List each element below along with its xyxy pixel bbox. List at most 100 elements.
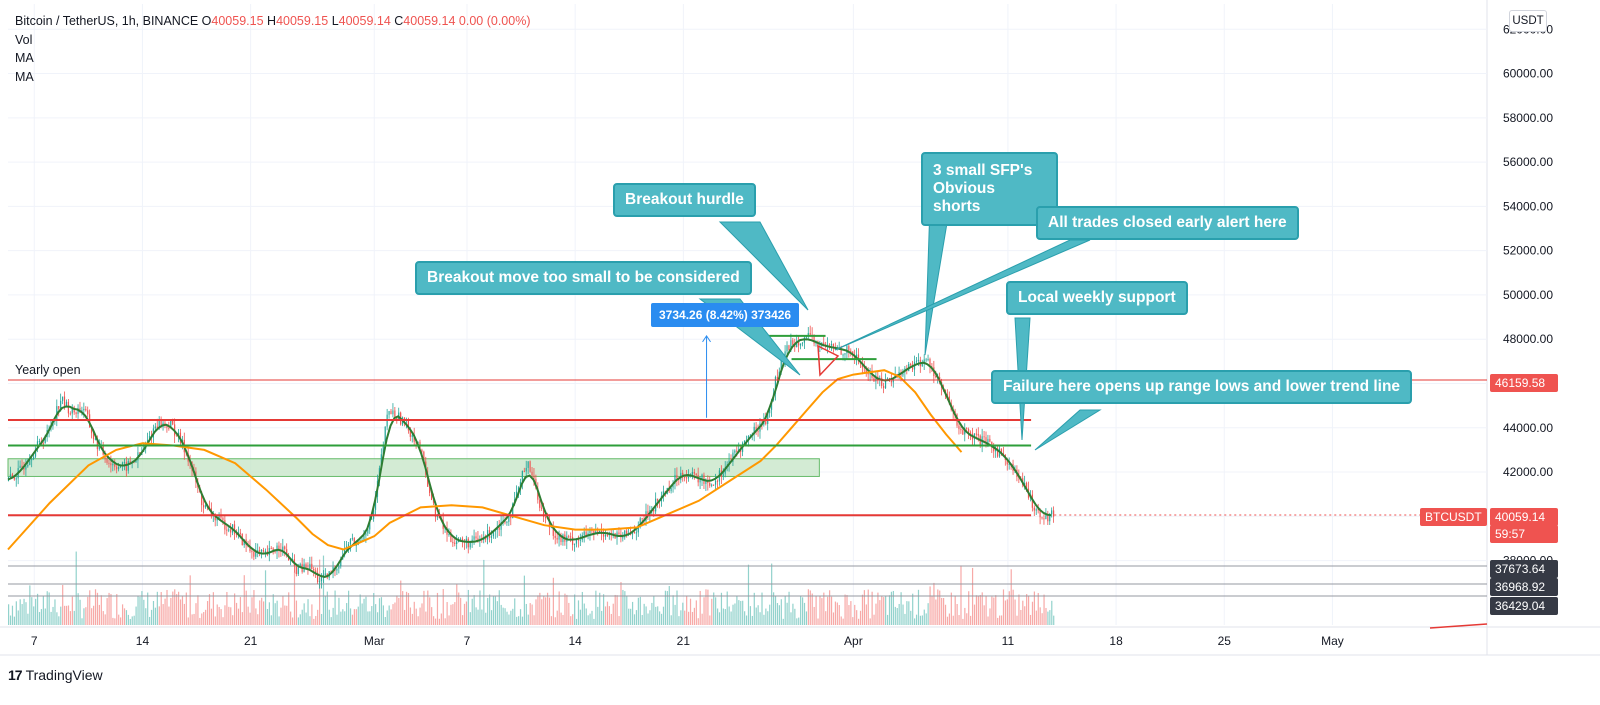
volume-bar (222, 617, 224, 625)
volume-bar (307, 599, 309, 625)
measure-label[interactable]: 3734.26 (8.42%) 373426 (651, 303, 800, 327)
candle-body (201, 492, 203, 506)
callout-trades-closed[interactable]: All trades closed early alert here (1036, 206, 1299, 240)
volume-bar (121, 604, 124, 625)
candle-body (148, 436, 151, 440)
candle-body (371, 518, 373, 520)
volume-bar (948, 613, 950, 625)
x-tick-label: 14 (569, 634, 583, 648)
volume-bar (492, 596, 495, 625)
volume-bar (892, 590, 894, 625)
volume-bar (259, 600, 261, 625)
volume-bar (295, 600, 298, 625)
candle-body (1043, 518, 1045, 520)
volume-bar (1047, 611, 1049, 625)
candle-body (222, 517, 224, 521)
candle-body (60, 400, 62, 409)
volume-bar (556, 610, 558, 625)
volume-bar (1049, 610, 1051, 625)
candle-body (38, 441, 41, 443)
volume-bar (888, 595, 891, 625)
volume-bar (645, 606, 647, 625)
volume-bar (647, 613, 649, 625)
volume-bar (46, 591, 48, 625)
volume-bar (635, 610, 638, 625)
volume-bar (701, 613, 703, 625)
callout-breakout-small[interactable]: Breakout move too small to be considered (415, 261, 752, 295)
callout-breakout-hurdle[interactable]: Breakout hurdle (613, 183, 756, 217)
volume-bar (568, 602, 570, 625)
callout-sfp-shorts[interactable]: 3 small SFP's Obvious shorts (921, 152, 1058, 226)
candle-body (685, 477, 688, 479)
volume-bar (320, 613, 323, 625)
y-tick-label: 48000.00 (1503, 332, 1553, 346)
volume-bar (786, 602, 788, 625)
callout-weekly-support[interactable]: Local weekly support (1006, 281, 1188, 315)
volume-bar (803, 602, 806, 625)
volume-bar (722, 608, 724, 625)
volume-bar (630, 608, 632, 625)
candle-body (409, 430, 411, 437)
volume-bar (77, 593, 79, 625)
yearly-open-label[interactable]: Yearly open (15, 363, 81, 377)
volume-bar (440, 613, 442, 625)
volume-bar (44, 608, 46, 625)
volume-bar (514, 598, 516, 625)
volume-bar (624, 591, 626, 625)
candle-body (396, 417, 398, 420)
volume-bar (456, 584, 458, 625)
volume-bar (73, 610, 75, 625)
indicator-ma-1[interactable]: MA (15, 51, 34, 65)
candle-body (421, 449, 423, 452)
candle-body (732, 452, 734, 462)
volume-bar (662, 606, 665, 625)
volume-bar (689, 598, 692, 625)
volume-bar (58, 616, 60, 625)
volume-bar (829, 590, 831, 625)
candle-body (571, 537, 574, 545)
x-tick-label: Mar (364, 634, 385, 648)
volume-bar (357, 606, 359, 625)
callout-failure-range[interactable]: Failure here opens up range lows and low… (991, 370, 1413, 404)
candle-body (695, 473, 697, 475)
volume-bar (334, 590, 336, 625)
volume-bar (96, 592, 99, 625)
volume-bar (1028, 595, 1030, 625)
volume-bar (676, 590, 678, 625)
symbol-title[interactable]: Bitcoin / TetherUS, 1h, BINANCE (15, 14, 199, 28)
candle-body (220, 515, 222, 518)
volume-bar (1000, 615, 1003, 625)
candle-body (753, 426, 755, 435)
candle-body (844, 353, 846, 355)
volume-bar (1043, 594, 1045, 625)
currency-button[interactable]: USDT (1509, 10, 1547, 32)
candle-body (235, 533, 238, 535)
indicator-ma-2[interactable]: MA (15, 69, 34, 84)
candle-body (701, 474, 703, 481)
volume-bar (427, 590, 429, 625)
volume-bar (475, 607, 477, 625)
volume-bar (104, 614, 106, 625)
volume-bar (716, 608, 719, 625)
volume-bar (176, 594, 178, 625)
x-tick-label: May (1321, 634, 1344, 648)
candle-body (33, 456, 35, 459)
volume-bar (313, 618, 315, 625)
candle-body (498, 527, 500, 530)
volume-bar (859, 610, 862, 625)
volume-bar (23, 598, 25, 625)
volume-bar (867, 589, 869, 625)
volume-bar (1041, 613, 1043, 625)
volume-bar (116, 594, 118, 625)
open-label: O (201, 14, 212, 28)
volume-bar (371, 606, 373, 625)
volume-bar (931, 596, 933, 625)
volume-bar (659, 611, 661, 625)
candle-body (631, 532, 634, 535)
volume-bar (1045, 607, 1047, 625)
indicator-vol[interactable]: Vol (15, 32, 33, 47)
tradingview-logo[interactable]: 17 TradingView (8, 667, 103, 683)
candle-body (458, 541, 460, 543)
volume-bar (678, 616, 680, 625)
